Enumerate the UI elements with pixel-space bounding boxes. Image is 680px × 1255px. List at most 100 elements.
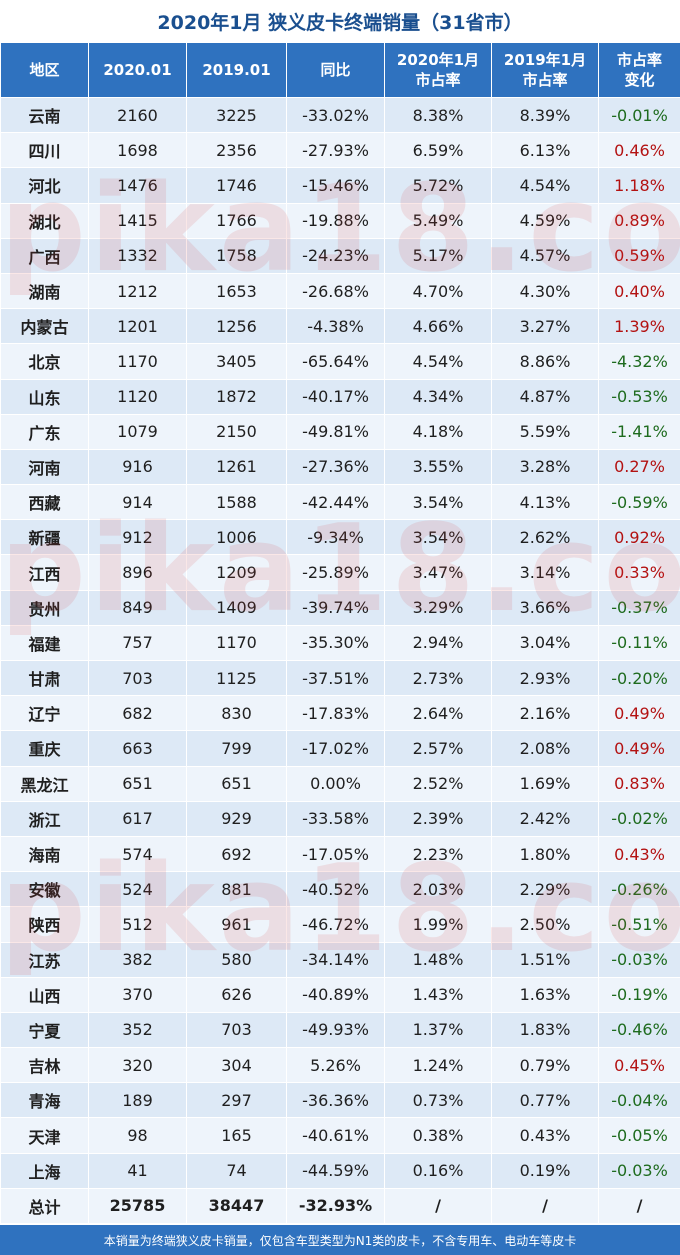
cell-share-2019: 3.14% (491, 554, 599, 591)
cell-region: 上海 (0, 1152, 89, 1189)
cell-share-2019: 1.80% (491, 835, 599, 873)
cell-yoy: -27.36% (286, 448, 385, 486)
cell-sales-2019: 692 (186, 835, 287, 873)
cell-yoy: -40.52% (286, 871, 385, 908)
cell-share-change: -0.01% (598, 96, 680, 134)
cell-sales-2019: 1256 (186, 308, 287, 345)
table-row: 江西 896 1209 -25.89% 3.47% 3.14% 0.33% (0, 554, 680, 591)
cell-share-2020: 4.54% (384, 343, 492, 380)
cell-sales-2020: 370 (88, 976, 187, 1013)
cell-yoy: -42.44% (286, 484, 385, 521)
cell-share-2019: 3.27% (491, 308, 599, 345)
cell-share-2019: 5.59% (491, 413, 599, 450)
cell-share-change: -0.04% (598, 1082, 680, 1119)
cell-sales-2019: 1125 (186, 659, 287, 697)
cell-region: 甘肃 (0, 659, 89, 697)
cell-share-2020: 2.03% (384, 871, 492, 908)
cell-share-2020: 2.64% (384, 695, 492, 732)
cell-share-2020: 4.70% (384, 272, 492, 310)
cell-region: 浙江 (0, 800, 89, 837)
cell-share-2020: 1.48% (384, 941, 492, 978)
cell-sales-2020: 703 (88, 659, 187, 697)
table-row: 广西 1332 1758 -24.23% 5.17% 4.57% 0.59% (0, 237, 680, 274)
cell-yoy: -40.89% (286, 976, 385, 1013)
header-2019: 2019.01 (186, 42, 287, 98)
cell-sales-2019: 961 (186, 906, 287, 943)
header-share-2019: 2019年1月 市占率 (491, 42, 599, 98)
table-row: 新疆 912 1006 -9.34% 3.54% 2.62% 0.92% (0, 519, 680, 556)
table-header-row: 地区 2020.01 2019.01 同比 2020年1月 市占率 2019年1… (0, 42, 680, 98)
cell-share-2020: 6.59% (384, 132, 492, 169)
cell-sales-2019: 1746 (186, 167, 287, 204)
cell-share-change: -0.05% (598, 1117, 680, 1154)
table-row: 山西 370 626 -40.89% 1.43% 1.63% -0.19% (0, 976, 680, 1013)
cell-region: 北京 (0, 343, 89, 380)
cell-share-2019: 4.54% (491, 167, 599, 204)
header-region: 地区 (0, 42, 89, 98)
cell-share-2019: 2.50% (491, 906, 599, 943)
cell-yoy: -39.74% (286, 589, 385, 626)
cell-share-change: 1.18% (598, 167, 680, 204)
cell-share-2020: 1.99% (384, 906, 492, 943)
cell-yoy: -19.88% (286, 202, 385, 239)
cell-yoy: 5.26% (286, 1047, 385, 1084)
cell-sales-2020: 524 (88, 871, 187, 908)
cell-share-2019: 8.39% (491, 96, 599, 134)
cell-yoy: -4.38% (286, 308, 385, 345)
cell-region: 陕西 (0, 906, 89, 943)
cell-yoy: -49.81% (286, 413, 385, 450)
cell-region: 西藏 (0, 484, 89, 521)
cell-sales-2019: 2150 (186, 413, 287, 450)
cell-yoy: -49.93% (286, 1011, 385, 1049)
cell-share-2019: 4.87% (491, 378, 599, 415)
cell-region: 新疆 (0, 519, 89, 556)
cell-region: 四川 (0, 132, 89, 169)
cell-share-2019: 2.42% (491, 800, 599, 837)
table-row: 四川 1698 2356 -27.93% 6.59% 6.13% 0.46% (0, 132, 680, 169)
sales-table: 地区 2020.01 2019.01 同比 2020年1月 市占率 2019年1… (0, 42, 680, 1225)
cell-sales-2020: 617 (88, 800, 187, 837)
cell-sales-2020: 663 (88, 730, 187, 767)
cell-region: 宁夏 (0, 1011, 89, 1049)
cell-share-2019: 4.13% (491, 484, 599, 521)
cell-sales-2020: 320 (88, 1047, 187, 1084)
cell-share-change: -4.32% (598, 343, 680, 380)
cell-sales-2019: 1588 (186, 484, 287, 521)
cell-sales-2020: 2160 (88, 96, 187, 134)
cell-share-2019: 8.86% (491, 343, 599, 380)
table-row: 湖南 1212 1653 -26.68% 4.70% 4.30% 0.40% (0, 272, 680, 310)
cell-share-2020: 2.57% (384, 730, 492, 767)
cell-share-change: -0.53% (598, 378, 680, 415)
table-row: 贵州 849 1409 -39.74% 3.29% 3.66% -0.37% (0, 589, 680, 626)
table-body: 云南 2160 3225 -33.02% 8.38% 8.39% -0.01% 四川 1698 2… (0, 96, 680, 1225)
table-row: 宁夏 352 703 -49.93% 1.37% 1.83% -0.46% (0, 1011, 680, 1049)
cell-sales-2019: 1766 (186, 202, 287, 239)
cell-region: 河北 (0, 167, 89, 204)
cell-region: 重庆 (0, 730, 89, 767)
cell-share-change: -0.46% (598, 1011, 680, 1049)
cell-share-change: 0.45% (598, 1047, 680, 1084)
cell-sales-2019: 1261 (186, 448, 287, 486)
cell-sales-2019: 1170 (186, 624, 287, 662)
cell-share-change: -0.26% (598, 871, 680, 908)
header-2020: 2020.01 (88, 42, 187, 98)
cell-share-2020: 2.23% (384, 835, 492, 873)
cell-region: 云南 (0, 96, 89, 134)
cell-share-2020: 3.47% (384, 554, 492, 591)
cell-sales-2019: 3225 (186, 96, 287, 134)
table-row: 西藏 914 1588 -42.44% 3.54% 4.13% -0.59% (0, 484, 680, 521)
cell-region: 青海 (0, 1082, 89, 1119)
cell-share-change: -0.51% (598, 906, 680, 943)
cell-sales-2019: 929 (186, 800, 287, 837)
cell-share-change: -0.03% (598, 1152, 680, 1189)
cell-region: 湖北 (0, 202, 89, 239)
cell-yoy: -27.93% (286, 132, 385, 169)
cell-region: 天津 (0, 1117, 89, 1154)
cell-sales-2019: 1209 (186, 554, 287, 591)
cell-share-2019: 0.79% (491, 1047, 599, 1084)
cell-sales-2019: 165 (186, 1117, 287, 1154)
cell-sales-2020: 98 (88, 1117, 187, 1154)
cell-sales-2020: 912 (88, 519, 187, 556)
cell-sales-2020: 512 (88, 906, 187, 943)
cell-share-2019: 1.51% (491, 941, 599, 978)
